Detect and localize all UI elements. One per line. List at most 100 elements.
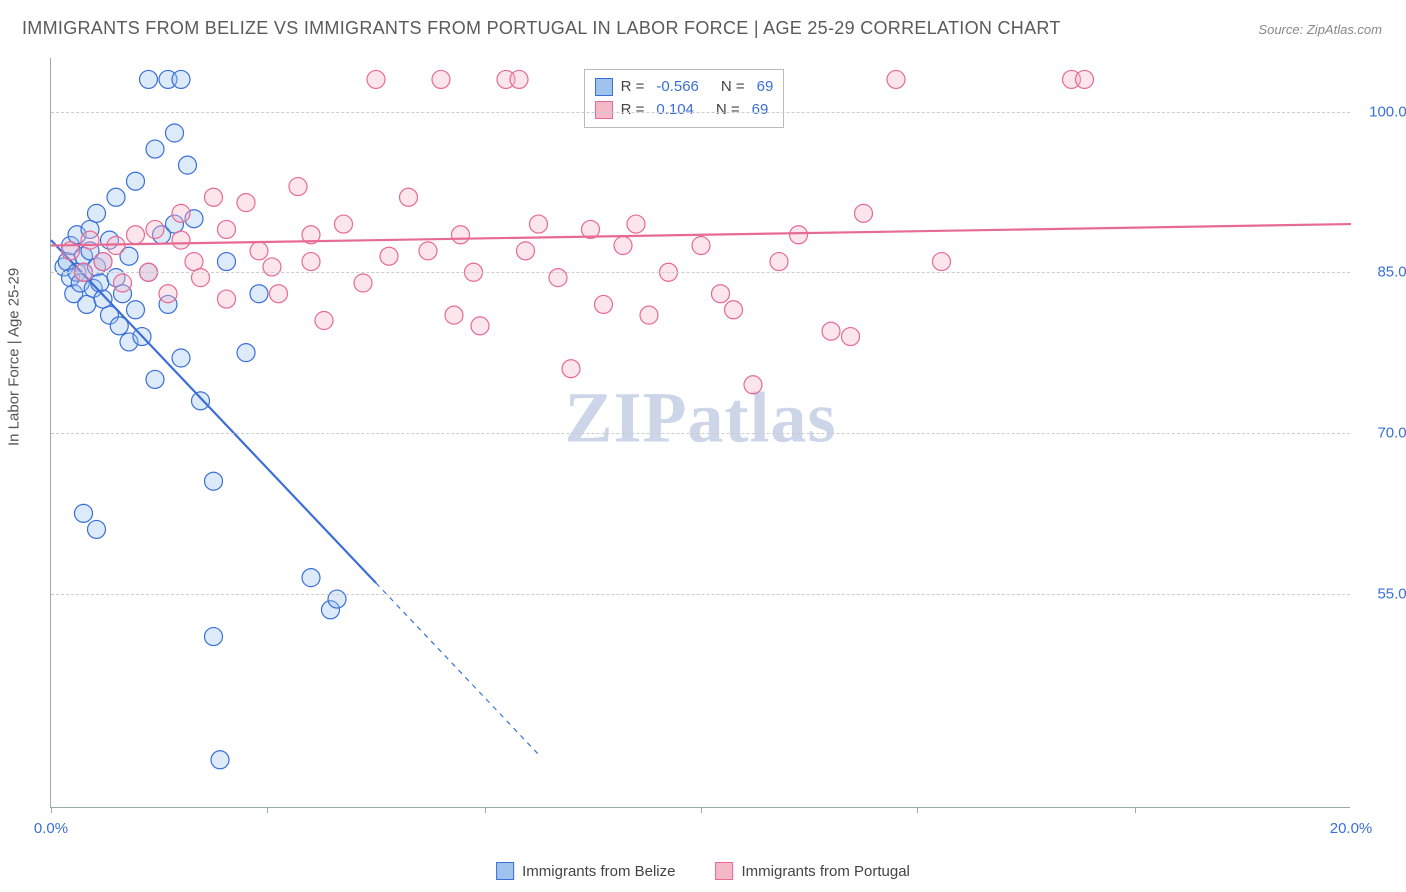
data-point-belize: [127, 301, 145, 319]
data-point-belize: [88, 204, 106, 222]
gridline-horizontal: [51, 594, 1350, 595]
source-label: Source:: [1258, 22, 1303, 37]
series-legend-item: Immigrants from Belize: [496, 862, 675, 880]
data-point-portugal: [517, 242, 535, 260]
data-point-portugal: [367, 70, 385, 88]
gridline-horizontal: [51, 433, 1350, 434]
data-point-portugal: [510, 70, 528, 88]
data-point-belize: [166, 124, 184, 142]
data-point-belize: [179, 156, 197, 174]
data-point-portugal: [933, 253, 951, 271]
data-point-portugal: [887, 70, 905, 88]
data-point-portugal: [744, 376, 762, 394]
legend-r-label: R =: [621, 99, 645, 122]
data-point-belize: [146, 370, 164, 388]
data-point-belize: [88, 520, 106, 538]
data-point-portugal: [127, 226, 145, 244]
gridline-horizontal: [51, 112, 1350, 113]
data-point-portugal: [432, 70, 450, 88]
data-point-portugal: [1076, 70, 1094, 88]
data-point-portugal: [94, 253, 112, 271]
data-point-portugal: [640, 306, 658, 324]
data-point-portugal: [822, 322, 840, 340]
series-legend-label: Immigrants from Belize: [522, 863, 675, 880]
data-point-belize: [237, 344, 255, 362]
legend-r-value: 0.104: [656, 99, 694, 122]
series-legend-item: Immigrants from Portugal: [715, 862, 909, 880]
data-point-portugal: [380, 247, 398, 265]
data-point-portugal: [770, 253, 788, 271]
legend-r-value: -0.566: [656, 76, 699, 99]
data-point-portugal: [530, 215, 548, 233]
plot-area: ZIPatlas R =-0.566N =69R =0.104N =69 55.…: [50, 58, 1350, 808]
y-tick-label: 100.0%: [1360, 103, 1406, 120]
data-point-portugal: [445, 306, 463, 324]
data-point-portugal: [218, 220, 236, 238]
data-point-belize: [146, 140, 164, 158]
y-tick-label: 85.0%: [1360, 264, 1406, 281]
trend-line-dashed-belize: [376, 583, 539, 754]
data-point-portugal: [452, 226, 470, 244]
data-point-portugal: [172, 231, 190, 249]
data-point-belize: [140, 70, 158, 88]
data-point-portugal: [842, 328, 860, 346]
x-tick-mark: [267, 807, 268, 813]
legend-swatch: [595, 101, 613, 119]
chart-title: IMMIGRANTS FROM BELIZE VS IMMIGRANTS FRO…: [22, 18, 1061, 39]
chart-container: IMMIGRANTS FROM BELIZE VS IMMIGRANTS FRO…: [0, 0, 1406, 892]
data-point-portugal: [614, 237, 632, 255]
data-point-portugal: [114, 274, 132, 292]
data-point-portugal: [81, 231, 99, 249]
data-point-belize: [211, 751, 229, 769]
series-legend: Immigrants from Belize Immigrants from Po…: [496, 862, 910, 880]
x-tick-label: 20.0%: [1330, 820, 1373, 837]
data-point-portugal: [335, 215, 353, 233]
data-point-portugal: [205, 188, 223, 206]
data-point-portugal: [855, 204, 873, 222]
data-point-belize: [218, 253, 236, 271]
data-point-belize: [172, 349, 190, 367]
data-point-portugal: [471, 317, 489, 335]
data-point-portugal: [146, 220, 164, 238]
legend-n-value: 69: [752, 99, 769, 122]
data-point-belize: [94, 290, 112, 308]
data-point-portugal: [218, 290, 236, 308]
data-point-belize: [302, 569, 320, 587]
series-legend-label: Immigrants from Portugal: [741, 863, 909, 880]
data-point-portugal: [302, 253, 320, 271]
data-point-belize: [250, 285, 268, 303]
legend-row: R =0.104N =69: [595, 99, 774, 122]
y-tick-label: 70.0%: [1360, 425, 1406, 442]
data-point-portugal: [419, 242, 437, 260]
data-point-belize: [205, 472, 223, 490]
data-point-belize: [192, 392, 210, 410]
data-point-portugal: [712, 285, 730, 303]
x-tick-mark: [701, 807, 702, 813]
legend-swatch: [715, 862, 733, 880]
data-point-portugal: [289, 178, 307, 196]
data-point-portugal: [627, 215, 645, 233]
legend-swatch: [595, 78, 613, 96]
legend-n-value: 69: [757, 76, 774, 99]
data-point-portugal: [692, 237, 710, 255]
x-tick-mark: [917, 807, 918, 813]
legend-n-label: N =: [721, 76, 745, 99]
x-tick-mark: [1135, 807, 1136, 813]
data-point-belize: [172, 70, 190, 88]
y-axis-label: In Labor Force | Age 25-29: [6, 268, 23, 446]
x-tick-label: 0.0%: [34, 820, 68, 837]
gridline-horizontal: [51, 272, 1350, 273]
x-tick-mark: [485, 807, 486, 813]
data-point-portugal: [595, 295, 613, 313]
data-point-portugal: [185, 253, 203, 271]
source-value: ZipAtlas.com: [1307, 22, 1382, 37]
data-point-portugal: [725, 301, 743, 319]
data-point-portugal: [790, 226, 808, 244]
y-tick-label: 55.0%: [1360, 585, 1406, 602]
data-point-belize: [75, 504, 93, 522]
data-point-belize: [78, 295, 96, 313]
data-point-portugal: [250, 242, 268, 260]
legend-row: R =-0.566N =69: [595, 76, 774, 99]
correlation-legend: R =-0.566N =69R =0.104N =69: [584, 69, 785, 128]
data-point-portugal: [315, 312, 333, 330]
